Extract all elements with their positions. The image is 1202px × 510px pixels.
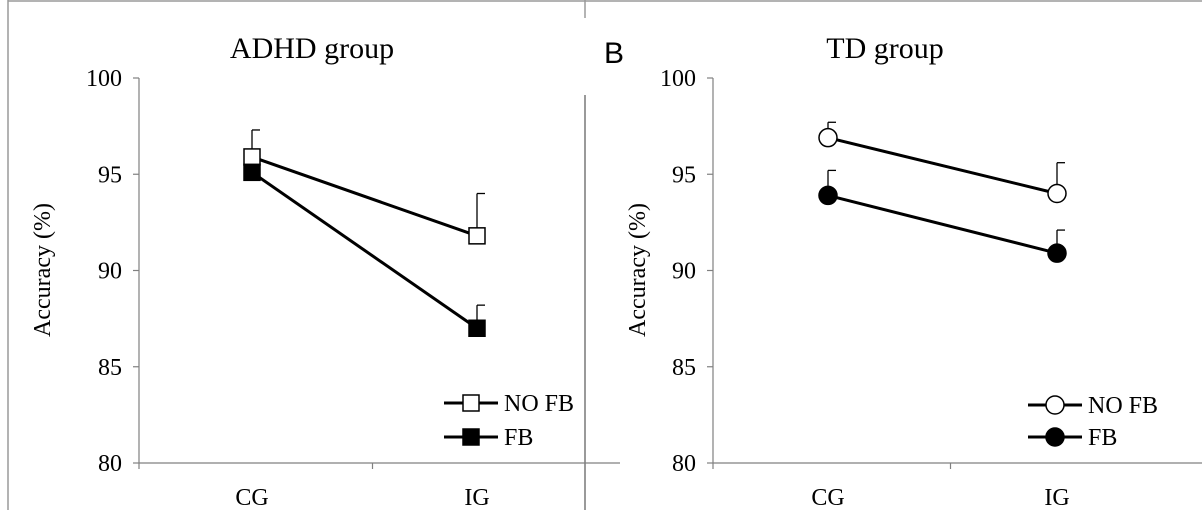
series-line-no-fb xyxy=(827,136,1058,195)
data-point-fb xyxy=(468,319,486,337)
legend-marker-no-fb xyxy=(1045,395,1065,415)
legend-marker-fb xyxy=(462,428,480,446)
y-tick-label: 80 xyxy=(672,451,696,477)
y-tick-label: 85 xyxy=(672,355,696,381)
legend-marker-no-fb xyxy=(462,394,480,412)
data-point-no-fb xyxy=(468,227,486,245)
chart-td: TD group Accuracy (%) 80 85 90 95 100 CG IG NO FB… xyxy=(625,32,1202,510)
y-tick-label: 85 xyxy=(98,355,122,381)
data-point-no-fb xyxy=(1047,183,1067,204)
legend-label-fb: FB xyxy=(504,425,533,451)
y-tick-label: 80 xyxy=(98,451,122,477)
y-tick-label: 95 xyxy=(98,162,122,188)
series-line-fb xyxy=(827,193,1058,255)
legend-marker-fb xyxy=(1045,427,1065,447)
x-tick-label: IG xyxy=(1044,485,1069,510)
y-axis-label: Accuracy (%) xyxy=(30,203,56,337)
chart-adhd: ADHD group Accuracy (%) 80 85 90 95 100 CG IG NO … xyxy=(30,32,620,510)
series-line-no-fb xyxy=(251,155,478,238)
legend-label-no-fb: NO FB xyxy=(1088,393,1158,419)
data-point-no-fb xyxy=(818,127,838,148)
x-tick-label: CG xyxy=(235,485,268,510)
chart-title: TD group xyxy=(826,32,943,65)
legend-label-fb: FB xyxy=(1088,425,1117,451)
y-tick-label: 90 xyxy=(672,259,696,285)
y-tick-label: 100 xyxy=(86,66,122,92)
panel-b-letter: B xyxy=(604,37,624,70)
data-point-fb xyxy=(243,163,261,182)
data-point-no-fb xyxy=(243,148,261,166)
legend-label-no-fb: NO FB xyxy=(504,391,574,417)
data-point-fb xyxy=(818,185,838,206)
x-tick-label: IG xyxy=(464,485,489,510)
data-point-fb xyxy=(1047,243,1067,263)
y-tick-label: 95 xyxy=(672,162,696,188)
y-tick-label: 100 xyxy=(660,66,696,92)
y-tick-label: 90 xyxy=(98,259,122,285)
chart-title: ADHD group xyxy=(230,32,394,65)
series-line-fb xyxy=(251,171,478,330)
y-axis-label: Accuracy (%) xyxy=(625,203,651,337)
x-tick-label: CG xyxy=(811,485,844,510)
